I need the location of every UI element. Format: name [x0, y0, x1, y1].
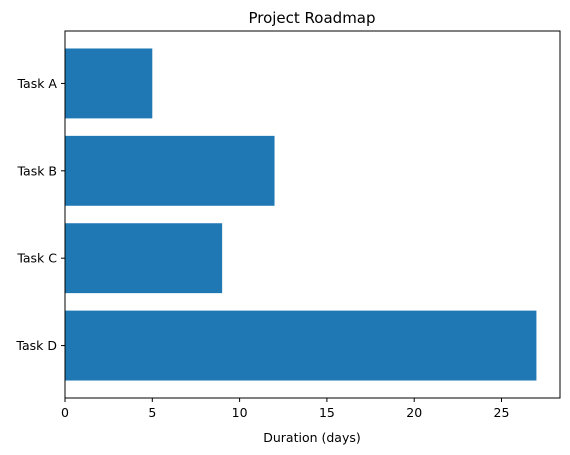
- y-tick-label: Task C: [16, 251, 57, 266]
- x-tick-label: 0: [61, 405, 69, 420]
- x-tick-label: 25: [494, 405, 510, 420]
- bar-task-d: [65, 310, 537, 381]
- x-tick-label: 10: [232, 405, 248, 420]
- y-tick-label: Task D: [15, 338, 57, 353]
- x-axis-ticks: 0 5 10 15 20 25: [61, 398, 509, 420]
- x-tick-label: 20: [406, 405, 422, 420]
- bar-task-b: [65, 135, 275, 206]
- x-tick-label: 5: [148, 405, 156, 420]
- bars-group: [65, 48, 537, 381]
- bar-task-c: [65, 223, 223, 294]
- bar-task-a: [65, 48, 153, 119]
- y-axis-ticks: Task A Task B Task C Task D: [15, 76, 65, 353]
- x-tick-label: 15: [319, 405, 335, 420]
- y-tick-label: Task B: [16, 163, 57, 178]
- y-tick-label: Task A: [16, 76, 57, 91]
- chart-title: Project Roadmap: [248, 9, 375, 27]
- plot-frame: [64, 30, 561, 399]
- x-axis-label: Duration (days): [263, 430, 361, 445]
